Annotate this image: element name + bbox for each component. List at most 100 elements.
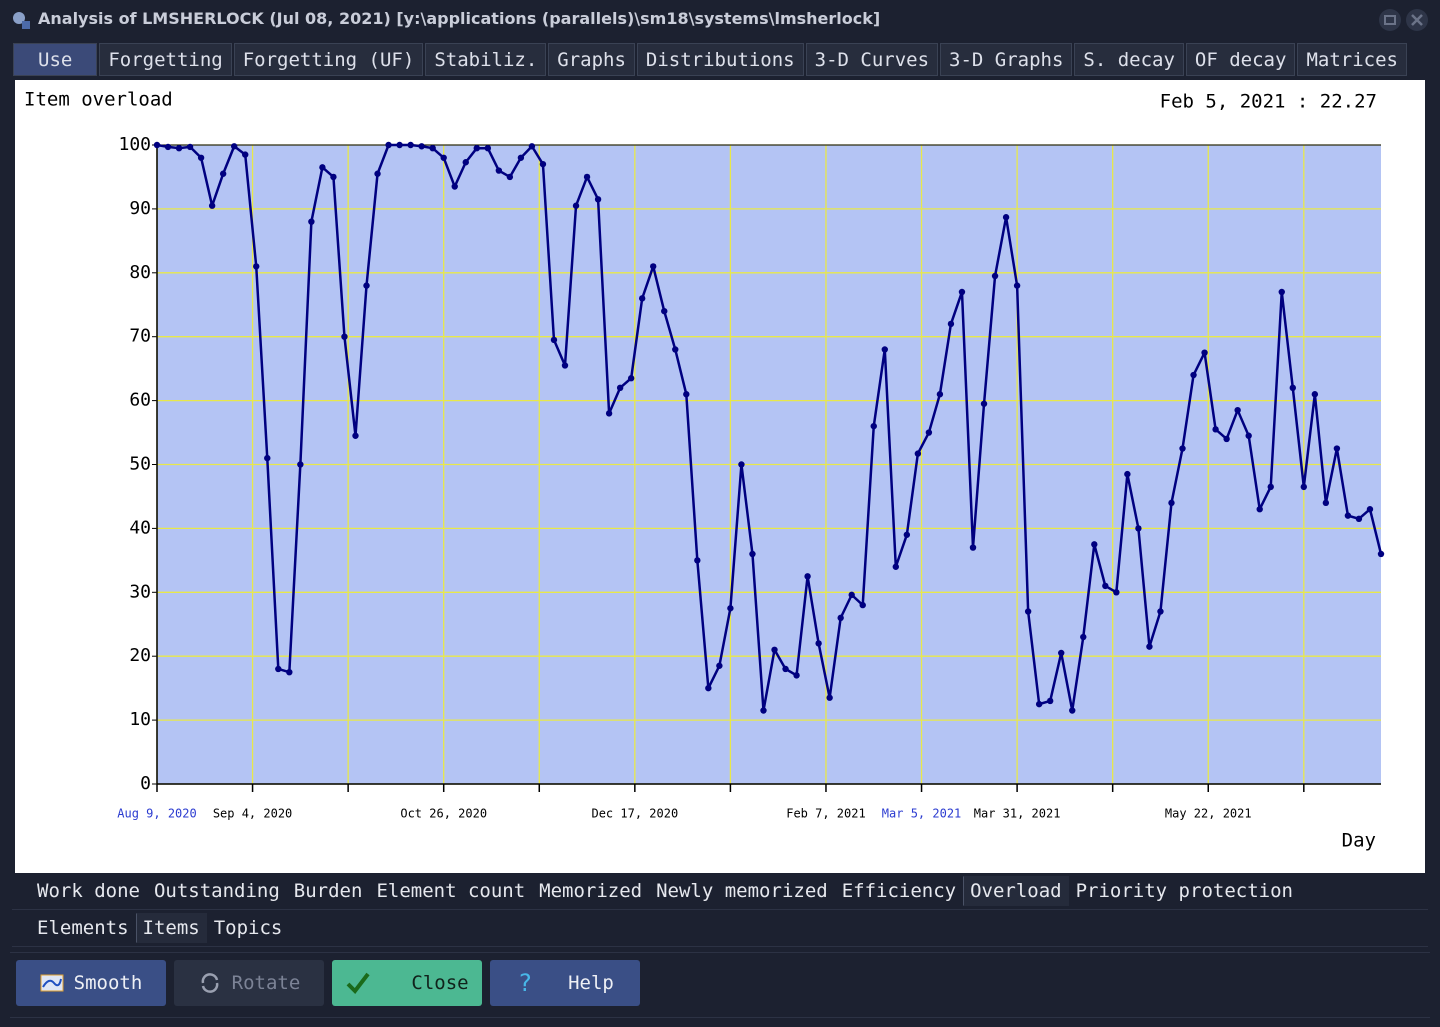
data-point <box>1024 608 1032 615</box>
close-button[interactable]: Close <box>332 960 482 1006</box>
data-point <box>605 410 613 417</box>
series-tab[interactable]: Memorized <box>539 880 643 902</box>
data-point <box>153 141 161 149</box>
x-axis-label: Day <box>1342 830 1376 852</box>
data-point <box>826 694 833 701</box>
data-point <box>859 601 866 609</box>
y-tick-label: 20 <box>129 645 151 666</box>
data-point <box>341 333 348 340</box>
x-tick-label: Mar 31, 2021 <box>974 807 1061 821</box>
data-point <box>219 170 227 177</box>
smooth-button[interactable]: Smooth <box>16 960 166 1006</box>
data-point <box>1267 483 1274 491</box>
data-point <box>738 461 745 468</box>
data-point <box>1157 608 1164 615</box>
tab[interactable]: OF decay <box>1185 43 1296 76</box>
data-point <box>1002 214 1010 221</box>
series-tab[interactable]: Overload <box>963 876 1069 906</box>
tab[interactable]: Use <box>13 43 98 76</box>
y-tick-label: 80 <box>129 262 151 283</box>
y-tick-label: 30 <box>129 581 151 602</box>
tab[interactable]: Stabiliz. <box>425 43 547 76</box>
x-tick-label: May 22, 2021 <box>1165 807 1252 821</box>
data-point <box>815 640 822 647</box>
tab[interactable]: 3-D Curves <box>805 43 939 76</box>
y-tick-label: 70 <box>129 326 151 347</box>
data-point <box>1311 391 1319 398</box>
data-point <box>749 550 756 558</box>
window-controls[interactable] <box>1378 8 1434 32</box>
data-point <box>1091 541 1098 548</box>
series-tab[interactable]: Burden <box>293 880 363 902</box>
data-point <box>275 665 282 673</box>
y-tick-label: 100 <box>118 134 151 155</box>
data-point <box>396 141 403 149</box>
data-point <box>903 531 911 538</box>
series-tab[interactable]: Efficiency <box>841 880 957 902</box>
tab[interactable]: 3-D Graphs <box>940 43 1073 76</box>
data-point <box>1113 589 1120 596</box>
rotate-button[interactable]: Rotate <box>174 960 324 1006</box>
data-point <box>572 202 580 209</box>
data-point <box>1046 697 1054 705</box>
svg-text:?: ? <box>519 970 532 996</box>
data-point <box>1069 707 1076 714</box>
data-point <box>583 173 591 181</box>
series-tab[interactable]: Priority protection <box>1075 880 1293 902</box>
data-point <box>517 154 525 161</box>
data-point <box>760 707 767 714</box>
data-point <box>661 307 668 315</box>
data-point <box>958 288 966 296</box>
data-point <box>1013 282 1021 289</box>
icon <box>201 973 219 993</box>
data-point <box>1102 582 1109 590</box>
data-point <box>352 432 359 439</box>
data-point <box>242 151 249 158</box>
y-tick-label: 60 <box>129 390 151 411</box>
x-tick-label: Feb 7, 2021 <box>786 807 865 821</box>
y-tick-label: 50 <box>129 454 151 475</box>
data-point <box>208 202 216 209</box>
data-point <box>672 346 679 353</box>
series-tab[interactable]: Element count <box>376 880 526 902</box>
tab[interactable]: Graphs <box>548 43 635 76</box>
data-point <box>650 263 657 270</box>
series-tab[interactable]: Items <box>135 913 207 943</box>
data-point <box>1135 525 1142 532</box>
data-point <box>1234 406 1241 414</box>
data-point <box>980 400 988 407</box>
chart: Item overload Feb 5, 2021 : 22.27 0 10 20 30 4… <box>24 89 1385 852</box>
tab[interactable]: Forgetting <box>99 43 232 76</box>
data-point <box>462 159 469 166</box>
series-tab[interactable]: Work done <box>37 880 140 902</box>
data-point <box>550 336 558 344</box>
series-tab[interactable]: Topics <box>213 917 283 939</box>
tab[interactable]: Matrices <box>1297 43 1407 76</box>
data-point <box>440 154 447 161</box>
title-bar: Analysis of LMSHERLOCK (Jul 08, 2021) [y… <box>0 0 1440 40</box>
data-point <box>451 183 458 190</box>
tab[interactable]: S. decay <box>1074 43 1184 76</box>
data-point <box>539 160 547 168</box>
series-tab[interactable]: Outstanding <box>153 880 280 902</box>
data-point <box>616 384 624 392</box>
app-icon <box>13 12 30 29</box>
data-point <box>374 170 381 177</box>
series-tab[interactable]: Newly memorized <box>656 880 828 902</box>
help-button[interactable]: ? Help <box>490 960 640 1006</box>
data-point <box>495 167 503 174</box>
tab[interactable]: Distributions <box>636 43 804 76</box>
button-label: Help <box>568 972 614 994</box>
data-point <box>1080 633 1087 641</box>
data-point <box>947 320 955 328</box>
data-point <box>716 662 723 669</box>
data-point <box>870 422 877 430</box>
data-point <box>969 544 977 551</box>
tab[interactable]: Forgetting (UF) <box>233 43 424 76</box>
series-tab[interactable]: Elements <box>37 917 129 939</box>
data-point <box>705 684 712 692</box>
data-point <box>1124 470 1131 478</box>
data-point <box>186 143 194 151</box>
data-point <box>1333 445 1341 452</box>
data-point <box>407 141 414 149</box>
